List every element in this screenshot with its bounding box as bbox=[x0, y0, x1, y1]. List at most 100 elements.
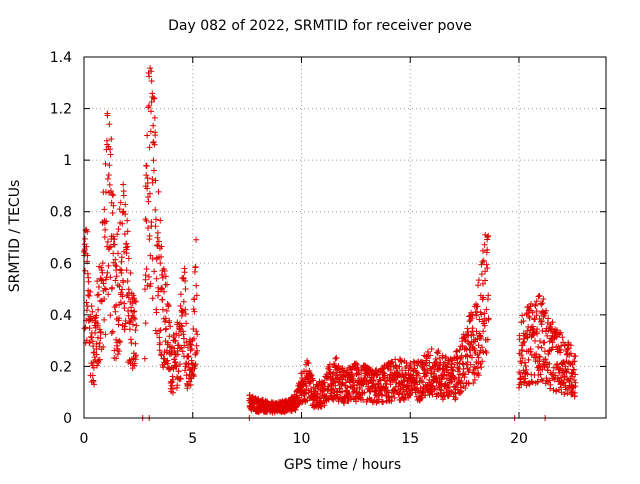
data-point bbox=[116, 348, 123, 355]
data-point bbox=[124, 278, 131, 285]
data-point bbox=[179, 323, 186, 330]
data-point bbox=[474, 303, 481, 310]
data-point bbox=[155, 238, 162, 245]
data-point bbox=[127, 270, 134, 277]
data-point bbox=[557, 329, 564, 336]
data-point bbox=[113, 302, 120, 309]
data-point bbox=[330, 360, 337, 367]
data-point bbox=[482, 268, 489, 275]
data-point bbox=[156, 334, 163, 341]
data-point bbox=[158, 253, 165, 260]
data-point bbox=[113, 355, 120, 362]
data-point bbox=[570, 366, 577, 373]
y-tick-label: 1 bbox=[63, 153, 72, 169]
data-point bbox=[102, 286, 109, 293]
data-point bbox=[429, 391, 436, 398]
data-point bbox=[470, 332, 477, 339]
data-point bbox=[458, 377, 465, 384]
data-point bbox=[515, 384, 522, 391]
data-point bbox=[145, 198, 152, 205]
data-point bbox=[181, 367, 188, 374]
data-point bbox=[86, 292, 93, 299]
data-point bbox=[163, 325, 170, 332]
data-point bbox=[172, 338, 179, 345]
data-point bbox=[128, 304, 135, 311]
data-point bbox=[102, 160, 109, 167]
data-point bbox=[520, 335, 527, 342]
data-point bbox=[396, 372, 403, 379]
data-point bbox=[108, 136, 115, 143]
data-point bbox=[330, 385, 337, 392]
data-point bbox=[344, 384, 351, 391]
data-point bbox=[152, 177, 159, 184]
data-point bbox=[373, 372, 380, 379]
data-point bbox=[536, 292, 543, 299]
data-point bbox=[519, 355, 526, 362]
data-point bbox=[157, 327, 164, 334]
data-point bbox=[102, 331, 109, 338]
data-point bbox=[480, 328, 487, 335]
data-point bbox=[87, 288, 94, 295]
data-point bbox=[145, 273, 152, 280]
data-point bbox=[107, 151, 114, 158]
data-point bbox=[525, 356, 532, 363]
y-tick-label: 0.8 bbox=[50, 205, 72, 221]
data-point bbox=[146, 102, 153, 109]
data-point bbox=[95, 291, 102, 298]
data-point bbox=[449, 357, 456, 364]
data-point bbox=[561, 342, 568, 349]
x-tick-label: 0 bbox=[80, 431, 89, 447]
data-point bbox=[182, 278, 189, 285]
data-point bbox=[88, 303, 95, 310]
data-point bbox=[182, 306, 189, 313]
data-point bbox=[113, 273, 120, 280]
data-point bbox=[540, 295, 547, 302]
data-point bbox=[154, 242, 161, 249]
data-point bbox=[305, 360, 312, 367]
data-point bbox=[475, 277, 482, 284]
data-point bbox=[123, 246, 130, 253]
data-point bbox=[143, 172, 150, 179]
data-point bbox=[116, 206, 123, 213]
data-point bbox=[101, 206, 108, 213]
data-point bbox=[166, 317, 173, 324]
data-point bbox=[146, 144, 153, 151]
data-point bbox=[122, 320, 129, 327]
data-point bbox=[561, 373, 568, 380]
data-point bbox=[83, 307, 90, 314]
data-point bbox=[182, 285, 189, 292]
data-point bbox=[179, 348, 186, 355]
data-point bbox=[111, 347, 118, 354]
data-point bbox=[194, 347, 201, 354]
data-point bbox=[480, 257, 487, 264]
data-point bbox=[144, 282, 151, 289]
data-point bbox=[564, 366, 571, 373]
data-point bbox=[165, 303, 172, 310]
data-point bbox=[571, 358, 578, 365]
data-point bbox=[516, 332, 523, 339]
data-point bbox=[468, 354, 475, 361]
data-point bbox=[106, 244, 113, 251]
data-point bbox=[153, 216, 160, 223]
data-point bbox=[161, 288, 168, 295]
data-point bbox=[469, 325, 476, 332]
data-point bbox=[183, 372, 190, 379]
data-point bbox=[90, 343, 97, 350]
data-point bbox=[108, 199, 115, 206]
data-point bbox=[165, 339, 172, 346]
data-point bbox=[191, 296, 198, 303]
data-point bbox=[557, 349, 564, 356]
data-point bbox=[167, 323, 174, 330]
data-point bbox=[162, 315, 169, 322]
data-point bbox=[108, 330, 115, 337]
data-point bbox=[159, 306, 166, 313]
data-point bbox=[130, 314, 137, 321]
data-point bbox=[566, 360, 573, 367]
data-point bbox=[475, 354, 482, 361]
data-point bbox=[526, 315, 533, 322]
data-point bbox=[193, 282, 200, 289]
data-point bbox=[120, 181, 127, 188]
data-point bbox=[106, 121, 113, 128]
data-point bbox=[117, 199, 124, 206]
data-point bbox=[118, 289, 125, 296]
